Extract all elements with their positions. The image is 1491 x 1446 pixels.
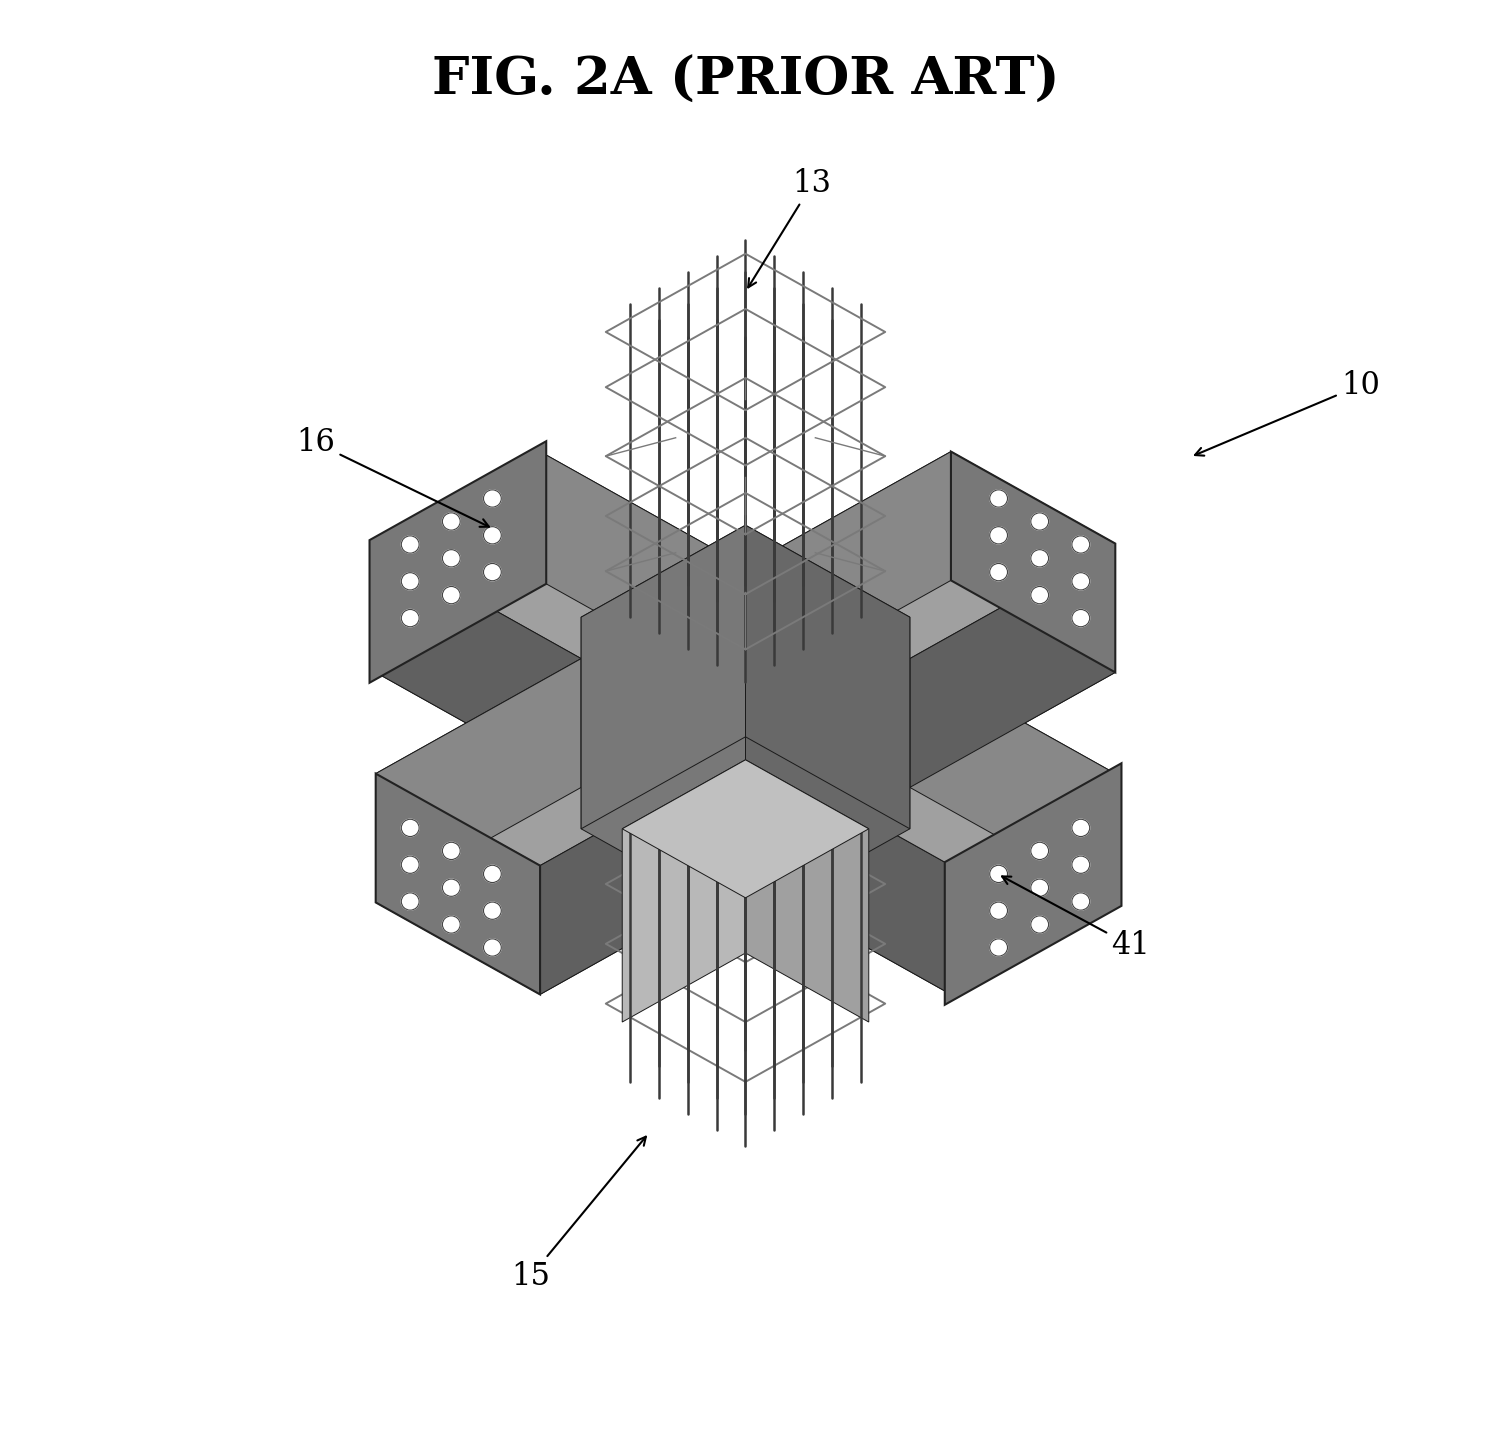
Polygon shape [910, 544, 1115, 788]
Polygon shape [622, 759, 869, 898]
Circle shape [401, 573, 419, 590]
Polygon shape [376, 451, 746, 658]
Circle shape [483, 526, 501, 544]
Circle shape [443, 513, 461, 531]
Polygon shape [370, 441, 546, 683]
Circle shape [443, 549, 461, 567]
Circle shape [990, 526, 1008, 544]
Circle shape [1030, 587, 1048, 604]
Circle shape [483, 490, 501, 508]
Circle shape [443, 915, 461, 933]
Polygon shape [945, 763, 1121, 1005]
Text: 13: 13 [748, 168, 832, 288]
Text: 15: 15 [511, 1137, 646, 1293]
Circle shape [401, 536, 419, 554]
Polygon shape [581, 525, 910, 709]
Polygon shape [376, 658, 746, 866]
Text: FIG. 2A (PRIOR ART): FIG. 2A (PRIOR ART) [432, 55, 1059, 106]
Polygon shape [746, 525, 910, 829]
Polygon shape [951, 451, 1115, 672]
Circle shape [1072, 856, 1090, 873]
Circle shape [483, 865, 501, 882]
Circle shape [401, 856, 419, 873]
Circle shape [1072, 820, 1090, 837]
Polygon shape [376, 580, 746, 788]
Polygon shape [540, 750, 746, 995]
Circle shape [401, 609, 419, 626]
Polygon shape [951, 774, 1115, 995]
Circle shape [1072, 892, 1090, 910]
Circle shape [1072, 573, 1090, 590]
Polygon shape [746, 658, 1115, 866]
Polygon shape [910, 658, 1115, 902]
Polygon shape [376, 544, 581, 788]
Circle shape [483, 938, 501, 956]
Circle shape [990, 902, 1008, 920]
Polygon shape [746, 788, 1115, 995]
Circle shape [401, 892, 419, 910]
Text: 10: 10 [1194, 370, 1381, 455]
Polygon shape [622, 759, 746, 1022]
Polygon shape [376, 658, 581, 902]
Circle shape [1030, 549, 1048, 567]
Polygon shape [581, 617, 746, 921]
Polygon shape [746, 451, 1115, 658]
Circle shape [443, 587, 461, 604]
Circle shape [443, 879, 461, 897]
Circle shape [990, 490, 1008, 508]
Text: 16: 16 [297, 427, 489, 526]
Polygon shape [746, 580, 1115, 788]
Circle shape [483, 564, 501, 581]
Polygon shape [376, 774, 540, 995]
Circle shape [1030, 879, 1048, 897]
Circle shape [990, 564, 1008, 581]
Polygon shape [746, 617, 910, 921]
Circle shape [443, 842, 461, 859]
Circle shape [1072, 609, 1090, 626]
Polygon shape [376, 451, 540, 672]
Circle shape [483, 902, 501, 920]
Circle shape [1072, 536, 1090, 554]
Circle shape [401, 820, 419, 837]
Circle shape [990, 865, 1008, 882]
Polygon shape [746, 759, 869, 1022]
Polygon shape [746, 750, 951, 995]
Polygon shape [376, 788, 746, 995]
Circle shape [1030, 842, 1048, 859]
Text: 41: 41 [1002, 876, 1151, 962]
Polygon shape [746, 451, 951, 696]
Polygon shape [540, 451, 746, 696]
Circle shape [990, 938, 1008, 956]
Polygon shape [581, 525, 746, 829]
Circle shape [1030, 513, 1048, 531]
Circle shape [1030, 915, 1048, 933]
